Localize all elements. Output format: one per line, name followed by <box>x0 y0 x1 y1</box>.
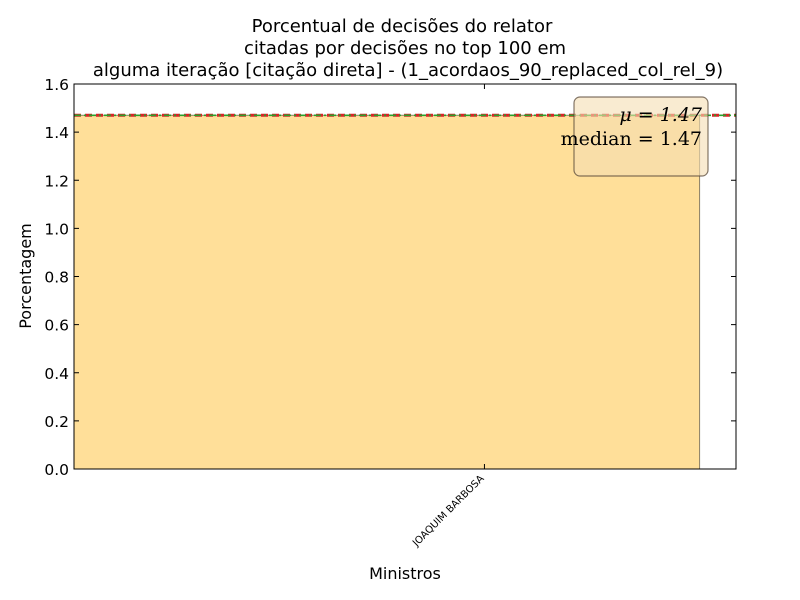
stats-box: μ = 1.47 median = 1.47 <box>561 96 709 177</box>
y-tick-label: 1.6 <box>44 76 69 94</box>
chart-title-line-2: citadas por decisões no top 100 em <box>244 38 566 59</box>
y-tick-label: 0.0 <box>44 461 69 479</box>
median-label: median = 1.47 <box>561 128 702 150</box>
stats-box-background <box>573 96 709 177</box>
y-tick-label: 0.4 <box>44 365 69 383</box>
x-tick-label: JOAQUIM BARBOSA <box>410 473 486 549</box>
y-tick-label: 0.6 <box>44 317 69 335</box>
mean-label: μ = 1.47 <box>619 104 703 126</box>
chart-title-line-3: alguma iteração [citação direta] - (1_ac… <box>93 60 723 81</box>
chart-title: Porcentual de decisões do relator citada… <box>93 16 723 81</box>
chart-title-line-1: Porcentual de decisões do relator <box>252 16 553 37</box>
y-tick-label: 0.8 <box>44 269 69 287</box>
y-tick-label: 1.2 <box>44 172 69 190</box>
y-tick-label: 1.4 <box>44 124 69 142</box>
y-tick-label: 0.2 <box>44 413 69 431</box>
y-axis-label: Porcentagem <box>16 223 35 329</box>
x-axis-label: Ministros <box>369 564 441 583</box>
y-tick-label: 1.0 <box>44 220 69 238</box>
